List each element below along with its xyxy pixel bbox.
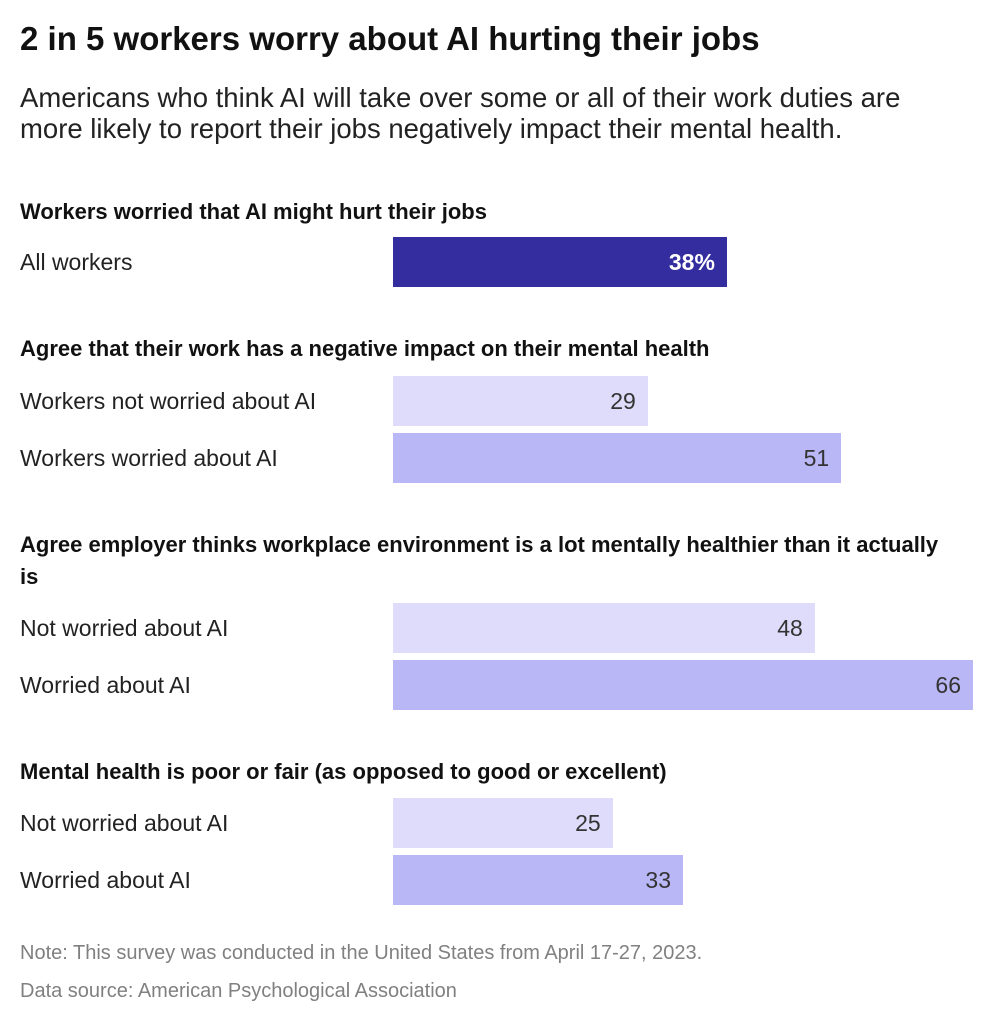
bar-row: All workers 38% — [0, 237, 993, 287]
value-label: 38% — [668, 249, 715, 275]
bar-label: All workers — [20, 249, 133, 275]
bar-label: Workers not worried about AI — [20, 388, 317, 414]
bar-row: Workers not worried about AI 29 — [0, 376, 993, 426]
value-label: 33 — [645, 867, 671, 893]
data-source: Data source: American Psychological Asso… — [20, 980, 457, 1002]
note: Note: This survey was conducted in the U… — [20, 942, 703, 964]
bar — [393, 855, 683, 905]
bar — [393, 660, 973, 710]
bar-row: Worried about AI 33 — [0, 855, 993, 905]
group-title: Agree employer thinks workplace environm… — [20, 532, 939, 589]
bar-row: Worried about AI 66 — [0, 660, 993, 710]
bar — [393, 798, 613, 848]
bar — [393, 603, 815, 653]
bar — [393, 433, 842, 483]
value-label: 51 — [803, 445, 830, 471]
bar-label: Worried about AI — [20, 672, 191, 698]
value-label: 25 — [575, 810, 601, 836]
group-title: Mental health is poor or fair (as oppose… — [20, 759, 667, 784]
bar-row: Workers worried about AI 51 — [0, 433, 993, 483]
bar-row: Not worried about AI 48 — [0, 603, 993, 653]
chart-subtitle: Americans who think AI will take over so… — [20, 82, 901, 144]
bar-row: Not worried about AI 25 — [0, 798, 993, 848]
group-title: Agree that their work has a negative imp… — [20, 336, 710, 361]
bar — [393, 237, 727, 287]
value-label: 66 — [935, 672, 961, 698]
bar-label: Not worried about AI — [20, 615, 229, 641]
value-label: 29 — [610, 388, 636, 414]
bar-label: Workers worried about AI — [20, 445, 278, 471]
bar-label: Worried about AI — [20, 867, 191, 893]
chart-title: 2 in 5 workers worry about AI hurting th… — [20, 20, 760, 57]
group-title: Workers worried that AI might hurt their… — [20, 199, 487, 224]
bar-label: Not worried about AI — [20, 810, 229, 836]
bar — [393, 376, 648, 426]
value-label: 48 — [777, 615, 803, 641]
